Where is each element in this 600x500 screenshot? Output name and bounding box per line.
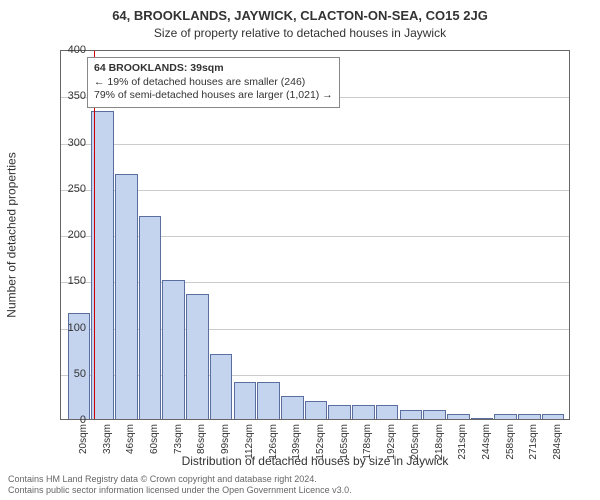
histogram-bar xyxy=(162,280,185,419)
histogram-bar xyxy=(210,354,233,419)
footer-line1: Contains HM Land Registry data © Crown c… xyxy=(8,474,592,485)
chart-container: 64, BROOKLANDS, JAYWICK, CLACTON-ON-SEA,… xyxy=(0,0,600,500)
info-box-property: 64 BROOKLANDS: 39sqm xyxy=(94,62,333,76)
histogram-bar xyxy=(376,405,399,419)
chart-title-address: 64, BROOKLANDS, JAYWICK, CLACTON-ON-SEA,… xyxy=(0,8,600,23)
histogram-bar xyxy=(115,174,138,419)
histogram-bar xyxy=(305,401,328,420)
x-tick-label: 218sqm xyxy=(434,424,445,464)
x-tick-label: 126sqm xyxy=(268,424,279,464)
y-axis-label-text: Number of detached properties xyxy=(5,152,19,317)
chart-subtitle: Size of property relative to detached ho… xyxy=(0,26,600,40)
x-tick-label: 271sqm xyxy=(528,424,539,464)
y-tick-label: 300 xyxy=(56,137,86,149)
histogram-bar xyxy=(328,405,351,419)
y-tick-label: 350 xyxy=(56,90,86,102)
x-tick-label: 33sqm xyxy=(102,424,113,464)
histogram-bar xyxy=(400,410,423,419)
x-tick-label: 60sqm xyxy=(149,424,160,464)
x-tick-label: 192sqm xyxy=(386,424,397,464)
x-tick-label: 231sqm xyxy=(457,424,468,464)
x-tick-label: 112sqm xyxy=(244,424,255,464)
histogram-bar xyxy=(139,216,162,420)
x-tick-label: 258sqm xyxy=(505,424,516,464)
histogram-bar xyxy=(186,294,209,419)
info-box-smaller: ← 19% of detached houses are smaller (24… xyxy=(94,76,333,90)
histogram-bar xyxy=(494,414,517,419)
x-tick-label: 73sqm xyxy=(173,424,184,464)
plot-area: 64 BROOKLANDS: 39sqm ← 19% of detached h… xyxy=(60,50,570,420)
y-axis-label: Number of detached properties xyxy=(2,50,22,420)
y-tick-label: 150 xyxy=(56,275,86,287)
y-tick-label: 100 xyxy=(56,322,86,334)
x-tick-label: 139sqm xyxy=(291,424,302,464)
histogram-bar xyxy=(352,405,375,419)
y-tick-label: 50 xyxy=(56,368,86,380)
histogram-bar xyxy=(234,382,257,419)
histogram-bar xyxy=(471,418,494,419)
x-tick-label: 165sqm xyxy=(339,424,350,464)
x-tick-label: 205sqm xyxy=(410,424,421,464)
histogram-bar xyxy=(281,396,304,419)
x-tick-label: 284sqm xyxy=(552,424,563,464)
histogram-bar xyxy=(542,414,565,419)
x-tick-label: 152sqm xyxy=(315,424,326,464)
x-tick-label: 86sqm xyxy=(196,424,207,464)
histogram-bar xyxy=(423,410,446,419)
info-box-larger: 79% of semi-detached houses are larger (… xyxy=(94,89,333,103)
x-tick-label: 20sqm xyxy=(78,424,89,464)
x-tick-label: 46sqm xyxy=(125,424,136,464)
footer-line2: Contains public sector information licen… xyxy=(8,485,592,496)
y-tick-label: 200 xyxy=(56,229,86,241)
x-tick-label: 178sqm xyxy=(362,424,373,464)
histogram-bar xyxy=(447,414,470,419)
y-tick-label: 250 xyxy=(56,183,86,195)
histogram-bar xyxy=(257,382,280,419)
x-tick-label: 244sqm xyxy=(481,424,492,464)
footer-attribution: Contains HM Land Registry data © Crown c… xyxy=(8,474,592,496)
info-box: 64 BROOKLANDS: 39sqm ← 19% of detached h… xyxy=(87,57,340,108)
x-tick-label: 99sqm xyxy=(220,424,231,464)
y-tick-label: 400 xyxy=(56,44,86,56)
grid-line xyxy=(61,144,569,145)
histogram-bar xyxy=(518,414,541,419)
